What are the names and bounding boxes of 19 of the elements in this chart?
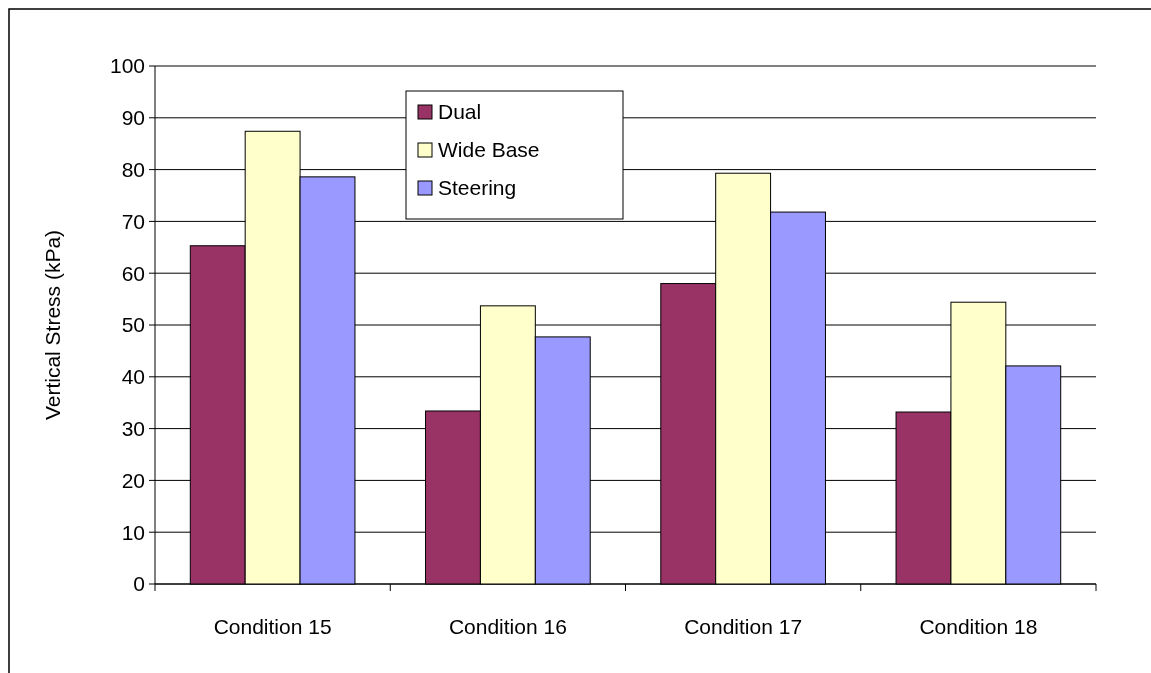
x-tick-label: Condition 16 xyxy=(448,615,567,638)
y-tick-label: 70 xyxy=(121,209,145,233)
y-tick-label: 0 xyxy=(133,572,145,596)
y-tick-label: 80 xyxy=(121,157,145,181)
y-tick-label: 100 xyxy=(109,54,145,78)
y-tick-label: 50 xyxy=(121,313,145,337)
x-tick-label: Condition 15 xyxy=(213,615,332,638)
x-tick-label: Condition 17 xyxy=(684,615,803,638)
y-tick-label: 60 xyxy=(121,261,145,285)
y-tick-label: 30 xyxy=(121,416,145,440)
y-tick-label: 10 xyxy=(121,520,145,544)
y-tick-label: 40 xyxy=(121,365,145,389)
legend-label: Dual xyxy=(438,100,482,124)
legend-label: Wide Base xyxy=(438,138,540,162)
y-tick-label: 20 xyxy=(121,468,145,492)
legend-label: Steering xyxy=(438,176,517,200)
x-tick-label: Condition 18 xyxy=(919,615,1038,638)
y-tick-label: 90 xyxy=(121,106,145,130)
y-axis-title: Vertical Stress (kPa) xyxy=(41,229,64,421)
